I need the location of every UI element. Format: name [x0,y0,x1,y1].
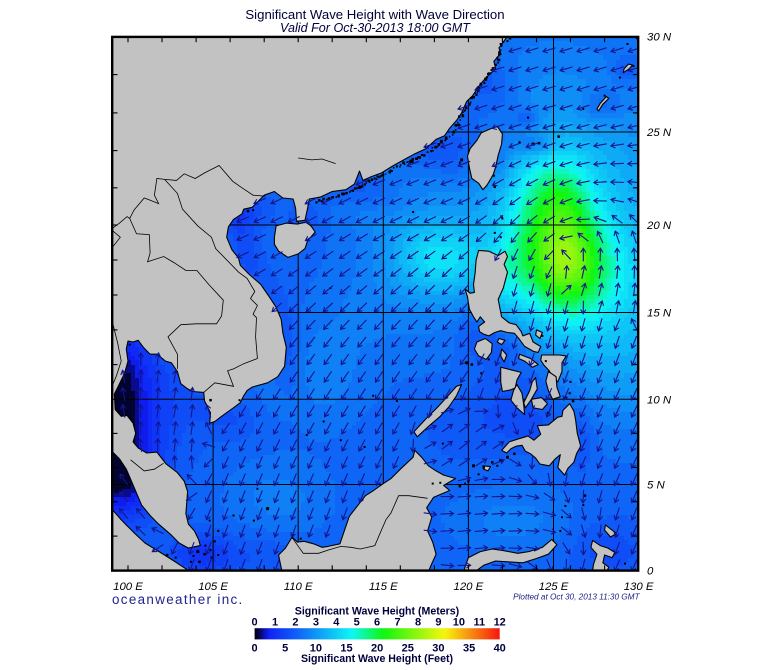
svg-text:5: 5 [354,617,360,629]
svg-text:10: 10 [453,617,465,629]
svg-text:Significant Wave Height (Feet): Significant Wave Height (Feet) [301,653,453,665]
svg-text:3: 3 [313,617,319,629]
svg-text:2: 2 [292,617,298,629]
svg-text:8: 8 [415,617,421,629]
svg-text:Plotted at Oct 30, 2013 11:30: Plotted at Oct 30, 2013 11:30 GMT [513,593,640,602]
svg-text:6: 6 [374,617,380,629]
svg-text:20 N: 20 N [646,220,672,232]
svg-text:Valid For Oct-30-2013 18:00 GM: Valid For Oct-30-2013 18:00 GMT [280,21,471,35]
svg-text:120 E: 120 E [454,581,484,593]
svg-text:Significant Wave Height (Meter: Significant Wave Height (Meters) [295,606,459,618]
svg-text:35: 35 [463,643,475,655]
svg-text:15 N: 15 N [647,308,672,320]
svg-text:25 N: 25 N [646,127,672,139]
svg-text:1: 1 [272,617,278,629]
svg-text:4: 4 [333,617,340,629]
svg-text:20: 20 [371,643,383,655]
svg-text:10 N: 10 N [647,395,672,407]
svg-text:0: 0 [252,643,258,655]
svg-text:25: 25 [402,643,414,655]
svg-text:40: 40 [494,643,506,655]
svg-text:11: 11 [473,617,485,629]
svg-text:9: 9 [435,617,441,629]
svg-text:Significant Wave Height with W: Significant Wave Height with Wave Direct… [245,7,504,22]
svg-text:oceanweather inc.: oceanweather inc. [112,592,244,607]
svg-text:30 N: 30 N [647,32,672,44]
svg-text:0: 0 [647,566,654,578]
svg-text:100 E: 100 E [113,581,143,593]
svg-text:12: 12 [494,617,506,629]
svg-text:130 E: 130 E [624,581,654,593]
svg-text:30: 30 [432,643,444,655]
svg-text:0: 0 [252,617,258,629]
svg-text:110 E: 110 E [284,581,313,593]
svg-text:115 E: 115 E [369,581,398,593]
svg-text:5: 5 [282,643,288,655]
svg-text:10: 10 [310,643,322,655]
svg-text:7: 7 [395,617,401,629]
svg-text:15: 15 [340,643,352,655]
svg-text:105 E: 105 E [198,581,228,593]
svg-text:5 N: 5 N [647,480,665,492]
svg-text:125 E: 125 E [539,581,569,593]
